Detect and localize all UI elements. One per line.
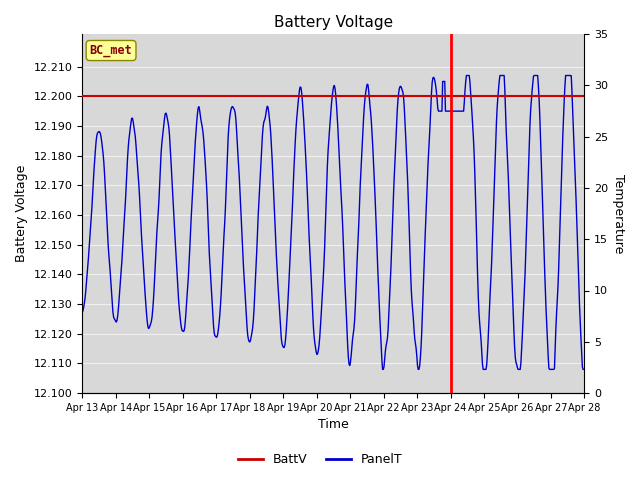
Y-axis label: Battery Voltage: Battery Voltage: [15, 165, 28, 262]
PanelT: [379, 367, 387, 372]
X-axis label: Time: Time: [318, 419, 349, 432]
Y-axis label: Temperature: Temperature: [612, 174, 625, 253]
PanelT: [190, 164, 198, 169]
Legend: BattV, PanelT: BattV, PanelT: [232, 448, 408, 471]
Text: BC_met: BC_met: [90, 44, 132, 57]
PanelT: [395, 90, 403, 96]
PanelT: [78, 310, 86, 315]
PanelT: [410, 315, 417, 321]
PanelT: [580, 367, 588, 372]
PanelT: [139, 257, 147, 263]
PanelT: [217, 302, 225, 308]
Line: PanelT: PanelT: [82, 75, 584, 370]
Title: Battery Voltage: Battery Voltage: [274, 15, 393, 30]
PanelT: [88, 216, 95, 221]
PanelT: [463, 72, 470, 78]
